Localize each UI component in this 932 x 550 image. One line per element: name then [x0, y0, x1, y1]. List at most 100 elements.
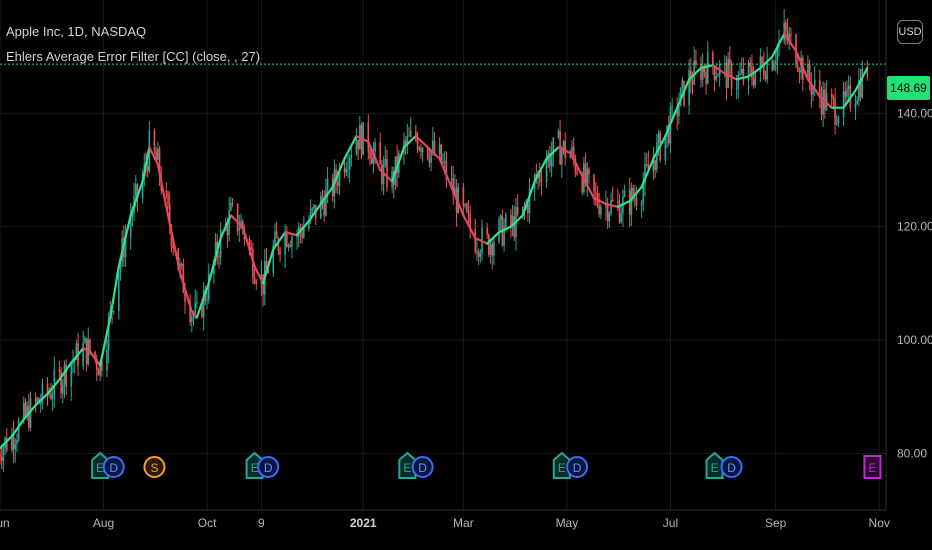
candle-body	[790, 34, 792, 36]
filter-segment	[604, 202, 619, 208]
candle-body	[819, 79, 821, 98]
filter-segment	[533, 157, 548, 183]
candle-body	[180, 263, 183, 265]
indicator-legend[interactable]: Ehlers Average Error Filter [CC] (close,…	[6, 49, 261, 64]
candle-body	[296, 236, 298, 238]
candle-body	[62, 384, 64, 394]
event-marker-dividend[interactable]: D	[102, 456, 125, 478]
candle-body	[231, 202, 234, 204]
candle-body	[265, 260, 268, 270]
candle-body	[309, 209, 312, 222]
candle-body	[513, 216, 516, 238]
filter-segment	[759, 55, 774, 70]
candle-body	[303, 228, 305, 238]
filter-segment	[390, 146, 406, 183]
event-marker-dividend[interactable]: D	[257, 456, 280, 478]
candle-body	[774, 60, 777, 64]
symbol-title[interactable]: Apple Inc, 1D, NASDAQ	[6, 24, 147, 39]
filter-segment	[438, 157, 453, 189]
price-axis: 80.00 100.00 120.00 140.00	[897, 106, 932, 460]
candle-body	[72, 362, 74, 365]
event-marker-label: E	[96, 461, 104, 475]
chart-grid	[0, 0, 886, 510]
filter-segment	[34, 392, 49, 407]
candle-body	[381, 164, 383, 185]
candle-body	[652, 160, 655, 171]
candle-body	[107, 317, 110, 351]
candle-body	[715, 76, 718, 80]
filter-segment	[129, 180, 144, 217]
candle-body	[182, 264, 185, 293]
candle-body	[26, 406, 28, 416]
candle-body	[618, 202, 621, 223]
event-marker-dividend[interactable]: D	[720, 456, 743, 478]
filter-segment	[195, 282, 210, 319]
candle-body	[776, 46, 779, 61]
filter-segment	[509, 214, 524, 228]
candle-body	[63, 364, 66, 385]
candle-body	[438, 144, 441, 154]
candle-body	[858, 80, 860, 101]
candle-body	[735, 87, 738, 90]
candle-body	[586, 168, 589, 183]
candle-body	[426, 147, 429, 159]
candle-body	[158, 148, 161, 177]
candle-body	[846, 88, 848, 97]
candle-body	[65, 364, 67, 387]
candle-body	[155, 151, 157, 160]
candle-body	[134, 184, 137, 196]
candle-body	[761, 56, 763, 64]
candle-body	[610, 199, 612, 214]
candle-body	[253, 277, 256, 284]
filter-segment	[699, 64, 714, 70]
candle-body	[206, 299, 208, 301]
filter-segment	[190, 310, 198, 319]
y-tick-label: 140.00	[897, 106, 932, 120]
event-marker-label: E	[868, 461, 876, 475]
candle-body	[588, 168, 590, 175]
candle-body	[409, 131, 412, 137]
candle-body	[705, 71, 707, 84]
candle-body	[754, 72, 757, 86]
candle-body	[479, 253, 482, 257]
candle-body	[630, 188, 633, 215]
filter-segment	[676, 78, 691, 109]
candle-body	[34, 398, 37, 402]
event-marker-label: D	[109, 461, 118, 475]
event-marker-label: E	[711, 461, 719, 475]
event-marker-split[interactable]: S	[143, 456, 166, 478]
event-marker-label: S	[150, 461, 158, 475]
candle-body	[701, 65, 704, 81]
filter-segment	[723, 72, 738, 81]
candle-body	[713, 66, 716, 80]
split-marker-shape	[143, 456, 166, 478]
candle-body	[51, 395, 54, 399]
candle-body	[48, 393, 51, 395]
candle-body	[94, 351, 96, 359]
candle-body	[611, 199, 614, 201]
event-marker-upcoming-earnings[interactable]: E	[863, 455, 882, 479]
candle-body	[740, 68, 743, 74]
event-marker-dividend[interactable]: D	[411, 456, 434, 478]
candle-body	[764, 75, 767, 80]
candle-body	[598, 205, 600, 215]
candle-body	[355, 139, 358, 155]
candle-body	[0, 453, 1, 457]
candle-body	[16, 439, 18, 445]
candle-body	[39, 403, 42, 405]
event-marker-dividend[interactable]: D	[566, 456, 589, 478]
candle-body	[89, 339, 91, 352]
filter-segment	[379, 168, 394, 183]
candle-body	[272, 244, 275, 273]
candle-body	[752, 78, 755, 86]
candle-body	[594, 192, 597, 194]
candle-body	[742, 68, 745, 82]
currency-button[interactable]: USD	[897, 20, 923, 44]
y-tick-label: 120.00	[897, 220, 932, 234]
candle-body	[287, 245, 290, 247]
candle-body	[717, 75, 719, 77]
last-price-label: 148.69	[887, 76, 930, 100]
candle-body	[14, 444, 17, 450]
event-marker-earnings[interactable]: E	[705, 451, 724, 479]
